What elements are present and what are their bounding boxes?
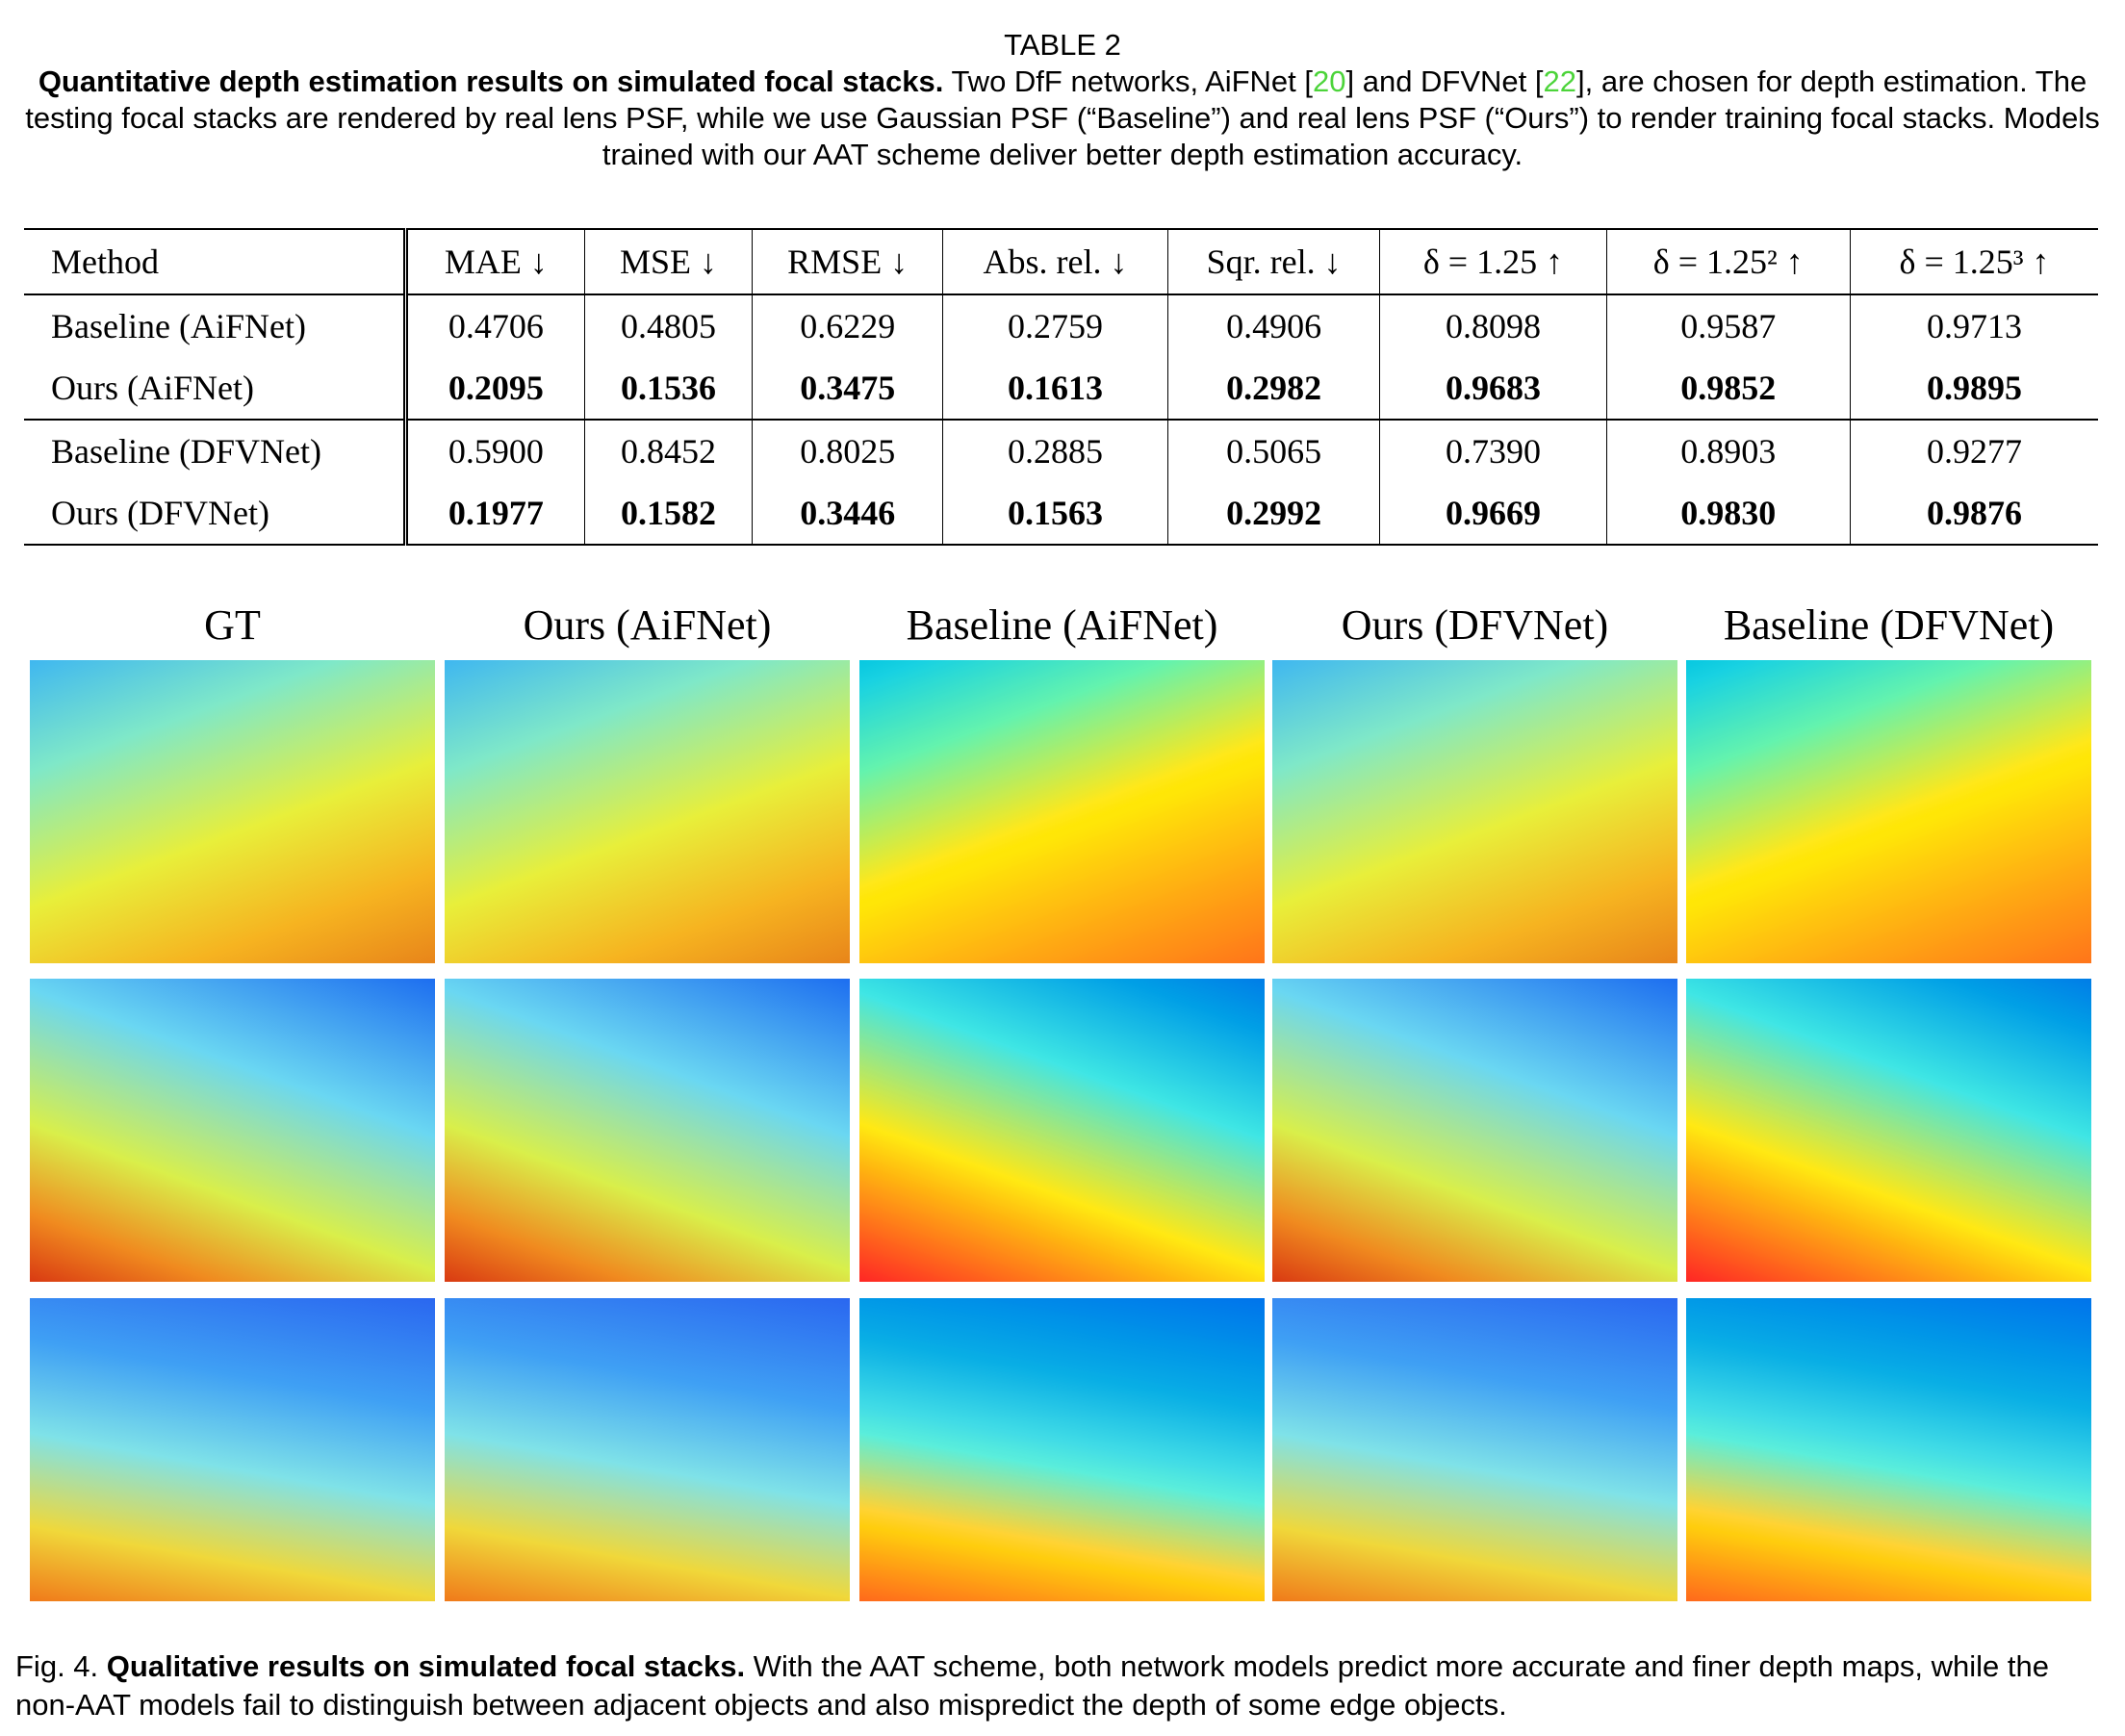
value-cell: 0.9895	[1850, 357, 2098, 420]
depth-map	[859, 1298, 1265, 1601]
citation[interactable]: 20	[1313, 64, 1346, 98]
figure-caption-text: With the AAT scheme, both network models…	[15, 1649, 2050, 1722]
value-cell: 0.3475	[752, 357, 943, 420]
value-cell: 0.4706	[404, 294, 585, 357]
method-cell: Baseline (DFVNet)	[24, 420, 408, 482]
method-cell: Ours (AiFNet)	[24, 357, 408, 420]
row-group: Baseline (AiFNet) 0.4706 0.4805 0.6229 0.275…	[24, 294, 2098, 420]
value-cell: 0.8098	[1379, 294, 1607, 357]
column-title: Baseline (DFVNet)	[1723, 601, 2055, 649]
header-row: Method MAE ↓ MSE ↓ RMSE ↓ Abs. rel. ↓ Sqr. re…	[24, 229, 2098, 294]
column-title: Ours (DFVNet)	[1341, 601, 1609, 649]
value-cell: 0.5065	[1166, 420, 1380, 482]
table-caption: TABLE 2 Quantitative depth estimation re…	[19, 27, 2106, 173]
depth-map	[1686, 660, 2091, 963]
header-cell: Method	[24, 229, 408, 294]
value-cell: 0.9683	[1379, 357, 1607, 420]
figure-label: Fig. 4.	[15, 1649, 99, 1683]
header-cell: δ = 1.25² ↑	[1605, 229, 1851, 294]
value-cell: 0.2759	[942, 294, 1168, 357]
header-cell: Abs. rel. ↓	[942, 229, 1168, 294]
value-cell: 0.1613	[942, 357, 1168, 420]
value-cell: 0.1977	[404, 482, 585, 545]
table-row: Ours (DFVNet) 0.1977 0.1582 0.3446 0.1563 0.2…	[24, 482, 2098, 545]
value-cell: 0.2982	[1166, 357, 1380, 420]
depth-map	[1686, 979, 2091, 1282]
results-table: Method MAE ↓ MSE ↓ RMSE ↓ Abs. rel. ↓ Sqr. re…	[24, 228, 2098, 546]
table-label: TABLE 2	[1004, 28, 1121, 62]
depth-map	[445, 1298, 850, 1601]
method-cell: Baseline (AiFNet)	[24, 294, 408, 357]
header-cell: δ = 1.25 ↑	[1379, 229, 1607, 294]
depth-map	[445, 979, 850, 1282]
column-title: Baseline (AiFNet)	[906, 601, 1218, 649]
caption-segment: ] and DFVNet [	[1345, 64, 1544, 98]
value-cell: 0.1563	[942, 482, 1168, 545]
table-row: Baseline (AiFNet) 0.4706 0.4805 0.6229 0.275…	[24, 294, 2098, 357]
method-cell: Ours (DFVNet)	[24, 482, 408, 545]
value-cell: 0.8452	[583, 420, 753, 482]
caption-segment: ], are chosen for depth estimation. The …	[25, 64, 2100, 171]
depth-map	[30, 660, 435, 963]
caption-text: Quantitative depth estimation results on…	[19, 64, 2106, 173]
value-cell: 0.9830	[1605, 482, 1851, 545]
table-row: Baseline (DFVNet) 0.5900 0.8452 0.8025 0.288…	[24, 420, 2098, 482]
value-cell: 0.5900	[404, 420, 585, 482]
value-cell: 0.9852	[1605, 357, 1851, 420]
caption-segment: Two DfF networks, AiFNet [	[951, 64, 1313, 98]
depth-map	[445, 660, 850, 963]
figure-caption-bold: Qualitative results on simulated focal s…	[106, 1649, 746, 1683]
header-cell: Sqr. rel. ↓	[1166, 229, 1380, 294]
citation[interactable]: 22	[1543, 64, 1576, 98]
value-cell: 0.8025	[752, 420, 943, 482]
header-cell: δ = 1.25³ ↑	[1850, 229, 2098, 294]
column-title: GT	[204, 601, 261, 649]
depth-map	[1272, 979, 1677, 1282]
value-cell: 0.9587	[1605, 294, 1851, 357]
value-cell: 0.2095	[404, 357, 585, 420]
header-cell: RMSE ↓	[752, 229, 943, 294]
value-cell: 0.8903	[1605, 420, 1851, 482]
value-cell: 0.7390	[1379, 420, 1607, 482]
value-cell: 0.6229	[752, 294, 943, 357]
depth-map	[1686, 1298, 2091, 1601]
depth-map	[1272, 660, 1677, 963]
depth-map	[30, 1298, 435, 1601]
depth-map	[859, 979, 1265, 1282]
value-cell: 0.3446	[752, 482, 943, 545]
value-cell: 0.1582	[583, 482, 753, 545]
value-cell: 0.4906	[1166, 294, 1380, 357]
value-cell: 0.4805	[583, 294, 753, 357]
value-cell: 0.2885	[942, 420, 1168, 482]
header-cell: MSE ↓	[583, 229, 753, 294]
caption-bold: Quantitative depth estimation results on…	[38, 64, 944, 98]
header-cell: MAE ↓	[404, 229, 585, 294]
value-cell: 0.9669	[1379, 482, 1607, 545]
column-title: Ours (AiFNet)	[523, 601, 772, 649]
value-cell: 0.9876	[1850, 482, 2098, 545]
depth-map	[1272, 1298, 1677, 1601]
depth-map	[30, 979, 435, 1282]
table-row: Ours (AiFNet) 0.2095 0.1536 0.3475 0.1613 0.2…	[24, 357, 2098, 420]
value-cell: 0.2992	[1166, 482, 1380, 545]
row-group: Baseline (DFVNet) 0.5900 0.8452 0.8025 0.288…	[24, 420, 2098, 545]
value-cell: 0.9277	[1850, 420, 2098, 482]
figure-caption: Fig. 4. Qualitative results on simulated…	[15, 1647, 2113, 1724]
depth-map	[859, 660, 1265, 963]
value-cell: 0.1536	[583, 357, 753, 420]
value-cell: 0.9713	[1850, 294, 2098, 357]
